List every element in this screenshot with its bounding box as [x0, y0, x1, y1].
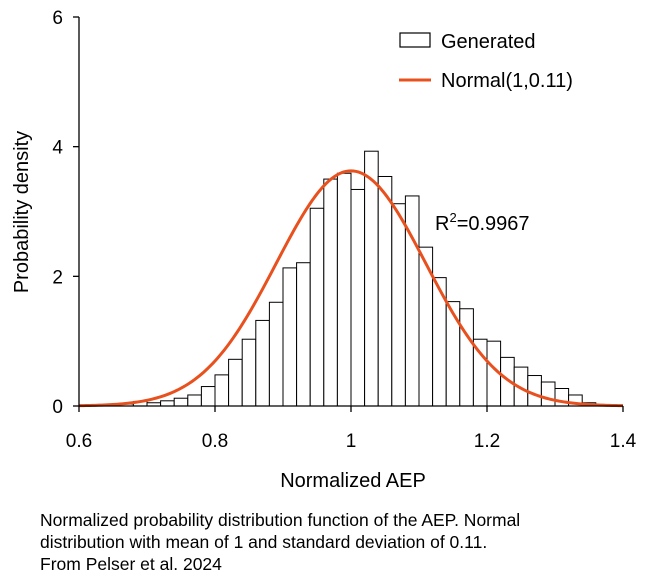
x-tick-label: 1.2	[474, 431, 500, 452]
r-squared-annotation: R2=0.9967	[435, 210, 530, 235]
histogram-bar	[255, 319, 270, 407]
normal-curve	[78, 169, 624, 408]
histogram-bars	[105, 150, 597, 407]
histogram-bar	[364, 150, 379, 407]
caption-line-1: Normalized probability distribution func…	[40, 510, 521, 530]
x-tick-label: 0.8	[202, 431, 228, 452]
x-axis-title: Normalized AEP	[280, 470, 426, 492]
histogram-bar	[268, 301, 284, 407]
y-tick-label: 2	[52, 267, 63, 288]
figure-caption: Normalized probability distribution func…	[40, 509, 640, 575]
histogram-bar	[527, 375, 542, 407]
normal-curve-group	[78, 169, 624, 408]
x-tick-label: 1.4	[610, 431, 637, 452]
axis-ticks: 0.6 0.8 1 1.2 1.4 0 2 4 6	[52, 8, 636, 452]
histogram-bar	[160, 400, 175, 407]
y-tick-label: 0	[52, 397, 63, 418]
legend-label-normal: Normal(1,0.11)	[441, 70, 573, 92]
histogram-bar	[540, 381, 556, 407]
r-squared-value: =0.9967	[457, 213, 530, 235]
histogram-bar	[282, 267, 298, 407]
y-axis-title: Probability density	[11, 131, 33, 293]
caption-line-2: distribution with mean of 1 and standard…	[40, 532, 488, 552]
histogram-bar	[214, 374, 230, 407]
caption-line-3: From Pelser et al. 2024	[40, 554, 222, 574]
histogram-bar	[323, 178, 338, 407]
x-tick-label: 0.6	[66, 431, 92, 452]
histogram-bar	[200, 386, 216, 407]
y-tick-label: 4	[52, 138, 63, 159]
histogram-bar	[391, 203, 406, 407]
histogram-bar	[241, 338, 257, 407]
x-tick-label: 1	[346, 431, 357, 452]
y-tick-label: 6	[52, 8, 63, 29]
histogram-bar	[445, 301, 461, 407]
histogram-bar	[459, 308, 474, 407]
legend-label-generated: Generated	[441, 31, 536, 53]
histogram-bar	[187, 394, 202, 407]
histogram-bar	[173, 397, 189, 407]
histogram-bar	[350, 188, 366, 407]
histogram-bar	[336, 172, 352, 407]
histogram-bar	[296, 262, 311, 407]
histogram-bar	[309, 207, 325, 407]
histogram-bar	[228, 358, 243, 407]
histogram-chart: 0.6 0.8 1 1.2 1.4 0 2 4 6 Normalized AEP Probabi…	[11, 8, 637, 492]
r-squared-superscript: 2	[449, 210, 456, 225]
histogram-bar	[377, 175, 393, 407]
legend: Generated Normal(1,0.11)	[399, 31, 573, 92]
r-squared-base: R	[435, 213, 449, 235]
legend-swatch-generated	[399, 32, 431, 48]
